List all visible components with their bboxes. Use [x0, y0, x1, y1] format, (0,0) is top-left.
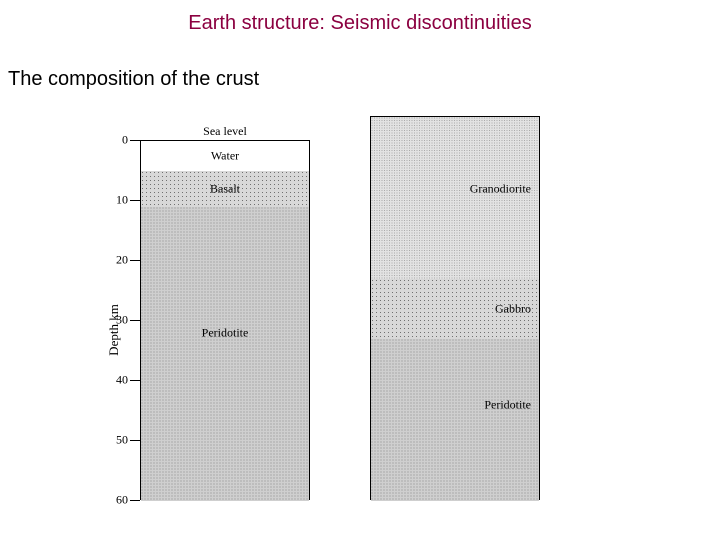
- y-tick: [130, 140, 140, 141]
- y-tick-label: 20: [102, 253, 128, 268]
- layer-granodiorite: [371, 117, 539, 279]
- column-oceanic: Sea levelWaterBasaltMOHOPeridotite: [140, 140, 310, 500]
- layer-label: Peridotite: [484, 398, 531, 413]
- sea-level-label: Sea level: [203, 124, 247, 139]
- page-subtitle: The composition of the crust: [8, 68, 259, 91]
- y-tick-label: 50: [102, 433, 128, 448]
- y-tick: [130, 380, 140, 381]
- layer-peridotite: [371, 339, 539, 501]
- y-tick: [130, 260, 140, 261]
- page-title: Earth structure: Seismic discontinuities: [0, 12, 720, 35]
- layer-label: Peridotite: [202, 326, 249, 341]
- y-tick: [130, 200, 140, 201]
- column-continental: GranodioriteGabbroMOHOPeridotite: [370, 116, 540, 500]
- y-tick: [130, 440, 140, 441]
- y-tick: [130, 500, 140, 501]
- layer-label: Gabbro: [495, 302, 531, 317]
- y-tick-label: 10: [102, 193, 128, 208]
- y-tick-label: 40: [102, 373, 128, 388]
- crust-diagram: Depth km 0102030405060 Sea levelWaterBas…: [140, 140, 620, 520]
- layer-label: Water: [211, 149, 239, 164]
- y-tick-label: 30: [102, 313, 128, 328]
- layer-peridotite: [141, 207, 309, 501]
- layer-label: Basalt: [210, 182, 240, 197]
- layer-label: Granodiorite: [470, 182, 531, 197]
- y-tick-label: 60: [102, 493, 128, 508]
- y-tick: [130, 320, 140, 321]
- y-tick-label: 0: [102, 133, 128, 148]
